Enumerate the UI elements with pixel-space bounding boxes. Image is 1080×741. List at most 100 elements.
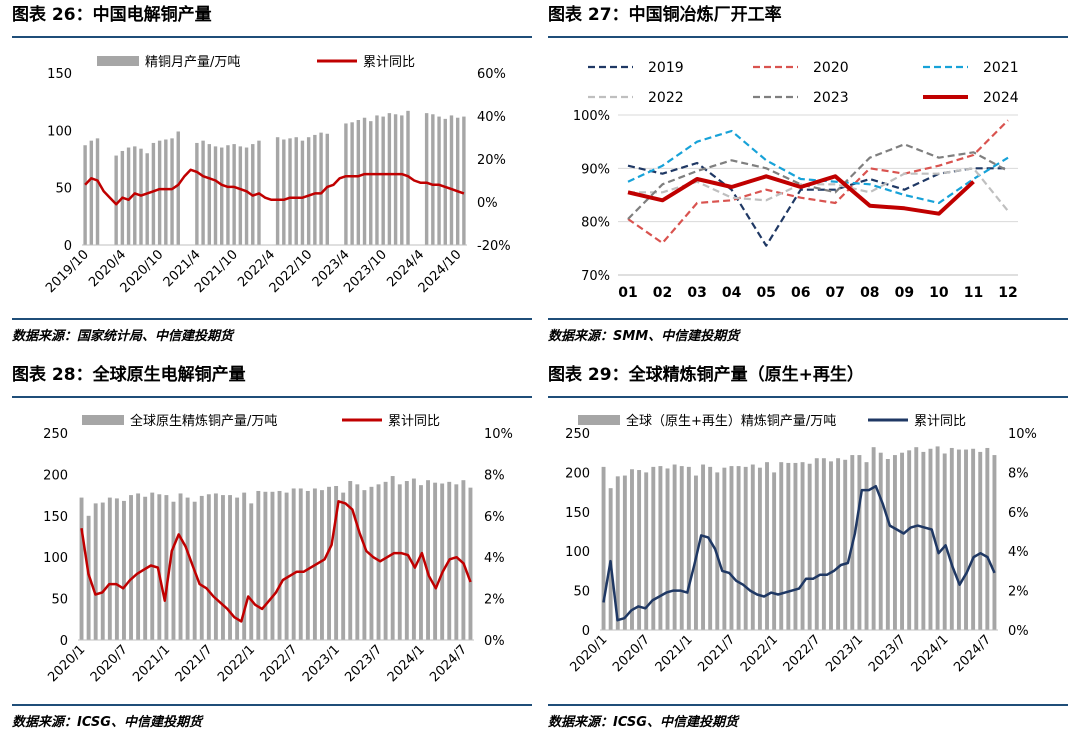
bar [708, 466, 713, 630]
x-tick-label: 2024/1 [909, 632, 952, 675]
bar [235, 497, 240, 640]
yoy-line [80, 500, 472, 623]
bar [651, 466, 656, 630]
bar [722, 467, 727, 630]
title-rule [548, 396, 1068, 398]
y2-tick-label: 6% [1008, 506, 1029, 521]
title-rule [12, 396, 532, 398]
bar [213, 146, 218, 245]
x-tick-label: 2022/1 [215, 642, 258, 685]
y2-tick-label: 2% [484, 593, 505, 608]
bar [242, 492, 247, 640]
bar [171, 501, 176, 640]
y-tick-label: 50 [573, 585, 590, 600]
bar [821, 458, 826, 630]
series-line-2023 [627, 143, 1009, 220]
bar [615, 476, 620, 630]
bar [736, 466, 741, 630]
bar [814, 458, 819, 630]
bar [294, 137, 298, 245]
bar [949, 447, 954, 630]
bar [133, 146, 137, 245]
bar [411, 478, 416, 640]
bar [356, 120, 361, 245]
legend-bar-label: 全球原生精炼铜产量/万吨 [130, 413, 277, 429]
legend-label: 2023 [813, 90, 849, 106]
y-tick-label: 100 [43, 551, 68, 566]
bar [914, 447, 919, 630]
x-tick-label: 08 [860, 285, 879, 301]
x-tick-label: 2023/1 [823, 632, 866, 675]
x-tick-label: 10 [929, 285, 949, 301]
bar [892, 455, 897, 630]
legend-label: 2020 [813, 60, 849, 76]
bar [921, 451, 926, 630]
y-tick-label: 150 [47, 67, 72, 82]
y-tick-label: 50 [55, 182, 72, 197]
line-chart: 70% 80% 90% 100% 01 02 03 04 05 06 07 08 09 10 11 12 201… [573, 60, 1019, 301]
bar [971, 448, 976, 630]
bar [406, 110, 410, 245]
x-tick-label: 12 [998, 285, 1017, 301]
chart-panel-29: 图表 29：全球精炼铜产量（原生+再生） 0 50 100 150 200 250 0% 2%… [548, 360, 1068, 741]
legend-label: 2022 [648, 90, 684, 106]
y-tick-label: 250 [43, 427, 68, 442]
y-tick-label: 200 [565, 466, 590, 481]
y2-tick-label: 10% [1008, 427, 1037, 442]
y2-tick-label: 6% [484, 510, 505, 525]
bar [857, 455, 862, 630]
bar [900, 452, 905, 630]
legend-line-label: 累计同比 [363, 55, 415, 70]
bar [221, 495, 225, 640]
x-tick-label: 2024/7 [427, 642, 470, 685]
bar [376, 484, 381, 640]
bar [455, 117, 460, 245]
bar [404, 481, 409, 640]
x-tick-label: 2020/7 [610, 632, 653, 675]
y2-tick-label: 0% [1008, 624, 1029, 639]
bar [206, 494, 211, 640]
bar [220, 147, 224, 245]
bar [199, 495, 204, 640]
bar [362, 117, 367, 245]
y2-tick-label: 0% [477, 196, 498, 211]
x-tick-label: 2022/7 [781, 632, 824, 675]
bar [601, 466, 606, 630]
bar [170, 138, 174, 245]
bar [393, 114, 398, 245]
source-rule [12, 318, 532, 320]
bar [238, 146, 243, 245]
yoy-line [602, 484, 996, 622]
bar [176, 131, 180, 245]
bar [164, 139, 168, 245]
bar [348, 481, 353, 640]
chart-panel-27: 图表 27：中国铜冶炼厂开工率 70% 80% 90% 100% 01 02 03 04 05 0… [548, 0, 1068, 352]
y2-tick-label: -20% [477, 239, 511, 254]
x-tick-label: 2022/1 [738, 632, 781, 675]
x-tick-label: 2021/7 [695, 632, 738, 675]
chart-panel-28: 图表 28：全球原生电解铜产量 0 50 100 150 200 250 0% 2% 4% 6% 8… [12, 360, 532, 741]
y2-tick-label: 4% [484, 551, 505, 566]
bar [325, 133, 329, 245]
bar [344, 123, 348, 245]
y-tick-label: 200 [43, 468, 68, 483]
x-tick-label: 06 [791, 285, 810, 301]
bar [306, 137, 311, 245]
x-tick-label: 2019/10 [43, 247, 92, 296]
bar [341, 492, 346, 640]
bar [836, 458, 841, 630]
chart-title: 图表 27：中国铜冶炼厂开工率 [548, 5, 782, 25]
bar [334, 485, 339, 640]
bar [387, 113, 392, 245]
bar [195, 142, 199, 245]
bar [433, 482, 438, 640]
series-line-2024 [627, 174, 975, 216]
y2-tick-label: 4% [1008, 545, 1029, 560]
bar-line-chart: 050100150-20%0%20%40%60%2019/102020/4202… [43, 55, 511, 296]
bar [355, 484, 360, 640]
bar [807, 463, 812, 630]
bar [443, 118, 447, 245]
bar [658, 466, 663, 630]
bar [157, 494, 162, 640]
bar [431, 114, 435, 245]
